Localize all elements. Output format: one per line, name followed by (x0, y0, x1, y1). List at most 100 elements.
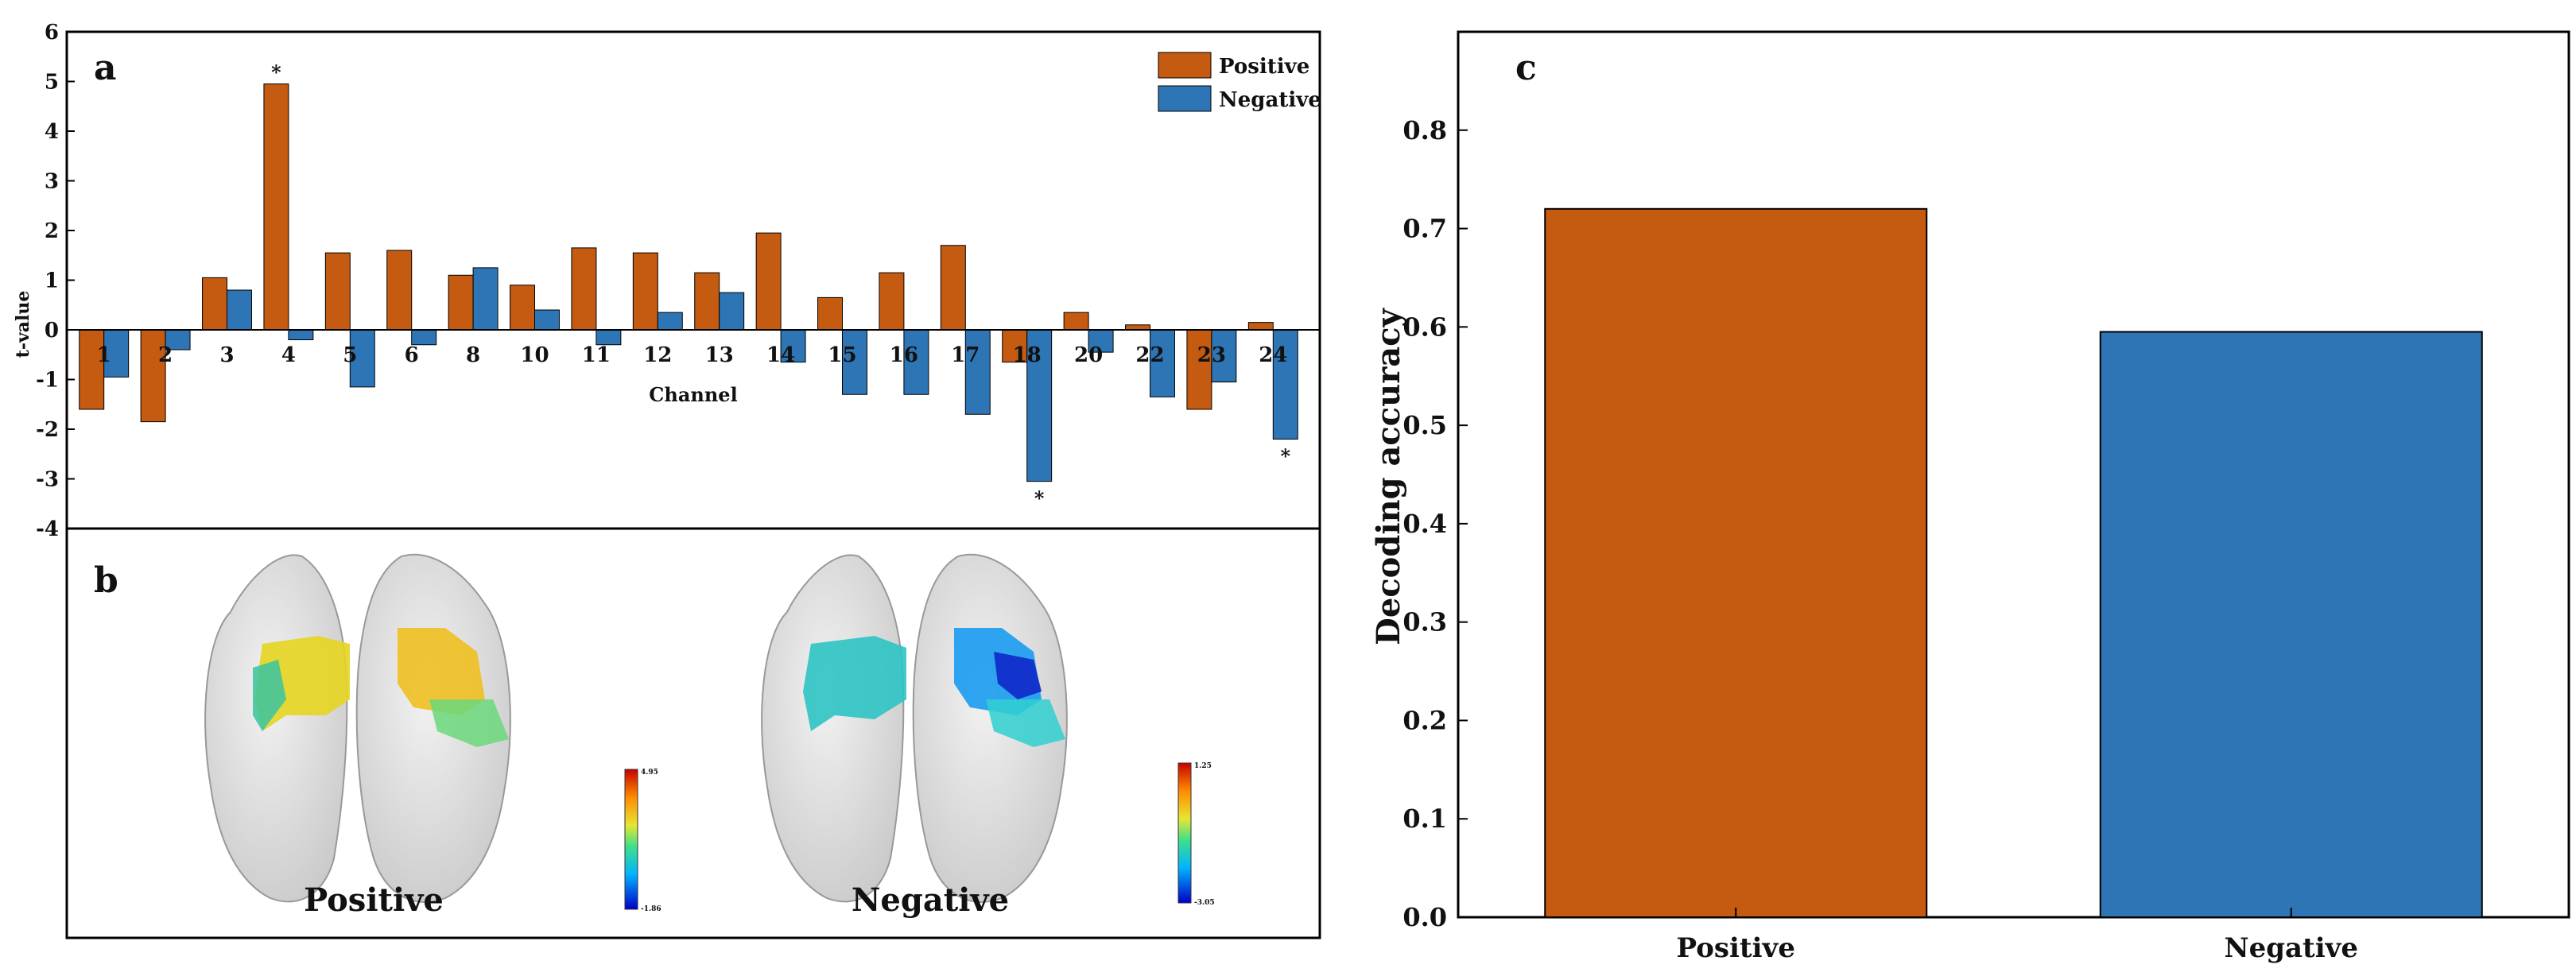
bar-negative-ch11 (596, 329, 622, 346)
brain-right-hemisphere-pos (355, 553, 511, 903)
brain-negative: 1.25 -3.05 Negative (761, 553, 1215, 919)
panel-a-y-tick-label: 5 (45, 71, 59, 95)
brain-right-hemisphere-neg (912, 553, 1068, 903)
activation-left-edge-pos (253, 660, 286, 731)
bar-negative-ch10 (534, 309, 560, 331)
panel-a-x-ticks: 1 2 3 4 5 6 8 10 11 12 13 14 15 16 17 18 20 22 23 24 (97, 343, 1288, 367)
significance-marker-ch4: * (271, 61, 281, 84)
bar-positive-ch11 (571, 247, 597, 331)
panel-c-y-tick-label: 0.7 (1402, 214, 1447, 244)
panel-b-brain-maps: b 4.95 -1.86 Positive 1.25 -3.05 Negati (65, 527, 1321, 939)
panel-c-y-tick-label: 0.2 (1402, 705, 1447, 735)
bar-positive-ch4 (263, 83, 289, 331)
panel-b-letter: b (94, 560, 118, 601)
bar-positive-ch12 (632, 252, 658, 331)
channel-label-6: 6 (405, 343, 419, 367)
accuracy-bar-negative (2099, 331, 2483, 918)
panel-c-y-axis-label: Decoding accuracy (1370, 307, 1407, 645)
panel-c-x-label-positive: Positive (1677, 932, 1795, 964)
panel-a-y-tick-label: 4 (45, 120, 59, 144)
channel-label-8: 8 (466, 343, 480, 367)
channel-label-22: 22 (1135, 343, 1164, 367)
legend-label-positive: Positive (1219, 55, 1309, 79)
bar-negative-ch5 (349, 329, 375, 388)
bar-positive-ch6 (386, 250, 413, 331)
bar-positive-ch15 (817, 296, 844, 331)
panel-c-x-label-negative: Negative (2224, 932, 2358, 964)
panel-a-y-tick-label: -2 (36, 418, 59, 442)
panel-a-y-tick-label: 6 (45, 21, 59, 45)
panel-c-decoding-accuracy: c Decoding accuracy 0.00.10.20.30.40.50.… (1370, 30, 2570, 964)
bar-positive-ch5 (324, 252, 351, 331)
channel-label-10: 10 (520, 343, 549, 367)
panel-a-legend: Positive Negative (1158, 52, 1321, 112)
brain-left-hemisphere-neg (761, 554, 905, 903)
legend-swatch-positive (1158, 52, 1212, 79)
bar-negative-ch24 (1272, 329, 1298, 440)
panel-a-bars (79, 83, 1298, 482)
panel-c-letter: c (1515, 48, 1537, 88)
panel-a-y-tick-label: 2 (45, 219, 59, 243)
panel-a-annotations: * * * (271, 61, 1290, 510)
bar-negative-ch12 (657, 312, 683, 331)
panel-c-y-ticks: 0.0 0.1 0.2 0.3 0.4 0.5 0.6 0.7 0.8 (1402, 115, 1468, 932)
channel-label-4: 4 (281, 343, 296, 367)
channel-label-1: 1 (97, 343, 111, 367)
bar-positive-ch14 (755, 232, 782, 331)
bar-negative-ch2 (165, 329, 191, 351)
panel-c-y-tick-label: 0.5 (1402, 410, 1447, 440)
brain-positive-label: Positive (304, 881, 444, 919)
bar-positive-ch3 (202, 277, 227, 331)
panel-a-letter: a (94, 48, 117, 88)
bar-negative-ch17 (964, 329, 991, 415)
activation-right-core-neg (994, 652, 1042, 699)
activation-right-pos (398, 628, 485, 715)
channel-label-18: 18 (1013, 343, 1042, 367)
colorbar-negative (1177, 762, 1192, 904)
activation-right-lower-neg (986, 699, 1065, 747)
bar-positive-ch1 (79, 329, 105, 410)
accuracy-bar-positive (1544, 207, 1928, 918)
channel-label-3: 3 (219, 343, 234, 367)
channel-label-15: 15 (828, 343, 856, 367)
colorbar-negative-min: -3.05 (1194, 899, 1215, 907)
channel-label-2: 2 (158, 343, 173, 367)
panel-c-frame (1457, 30, 2570, 919)
channel-label-14: 14 (766, 343, 795, 367)
bar-positive-ch24 (1247, 322, 1274, 331)
colorbar-positive-max: 4.95 (641, 769, 658, 777)
bar-negative-ch6 (411, 329, 437, 346)
bar-negative-ch8 (472, 267, 499, 331)
brain-positive: 4.95 -1.86 Positive (204, 553, 661, 919)
legend-swatch-negative (1158, 85, 1212, 112)
brain-negative-label: Negative (852, 881, 1009, 919)
panel-c-y-tick-label: 0.3 (1402, 607, 1447, 637)
panel-a-y-tick-label: -3 (36, 468, 59, 492)
channel-label-13: 13 (705, 343, 734, 367)
colorbar-positive (624, 769, 638, 910)
bar-positive-ch2 (140, 329, 166, 423)
panel-c-y-tick-label: 0.8 (1402, 115, 1447, 145)
panel-a-y-tick-label: -4 (36, 517, 59, 541)
bar-positive-ch23 (1186, 329, 1212, 410)
panel-a-y-tick-label: 1 (45, 269, 59, 293)
bar-positive-ch16 (879, 272, 905, 331)
channel-label-17: 17 (951, 343, 980, 367)
bar-negative-ch22 (1150, 329, 1175, 397)
panel-a-y-ticks: -4 -3 -2 -1 0 1 2 3 4 5 6 (36, 21, 75, 541)
bar-negative-ch20 (1088, 329, 1114, 353)
panel-c-y-tick-label: 0.0 (1402, 902, 1447, 932)
panel-c-bars (1544, 207, 2483, 918)
channel-label-23: 23 (1197, 343, 1226, 367)
activation-right-lower-pos (429, 699, 509, 747)
panel-a-x-axis-label: Channel (649, 383, 737, 406)
channel-label-24: 24 (1259, 343, 1287, 367)
colorbar-negative-max: 1.25 (1194, 762, 1212, 770)
panel-c-x-ticks: Positive Negative (1677, 908, 2358, 964)
channel-label-16: 16 (890, 343, 918, 367)
colorbar-positive-min: -1.86 (641, 905, 661, 913)
activation-left-neg (803, 636, 906, 731)
panel-a-y-tick-label: -1 (36, 369, 59, 393)
